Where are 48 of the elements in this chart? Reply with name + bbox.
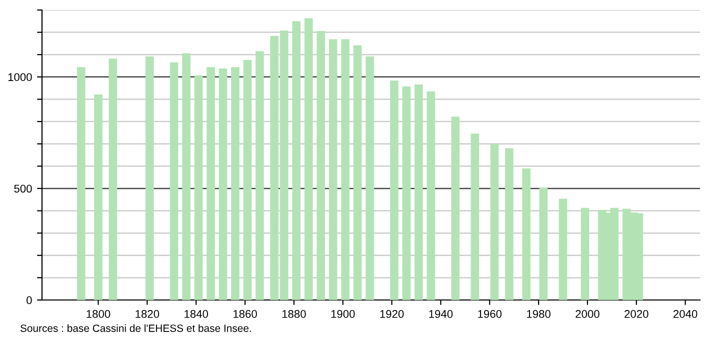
x-tick-label: 1860 bbox=[234, 310, 257, 318]
x-tick-label: 1900 bbox=[331, 310, 355, 318]
x-tick-label: 2040 bbox=[674, 310, 698, 318]
bar bbox=[505, 148, 514, 300]
y-tick-label: 1000 bbox=[8, 73, 32, 82]
bar bbox=[390, 80, 398, 300]
x-tick-label: 2000 bbox=[576, 310, 600, 318]
bar bbox=[426, 91, 436, 300]
bar bbox=[76, 67, 86, 300]
bar bbox=[328, 39, 338, 300]
bar bbox=[366, 56, 374, 300]
x-tick-label: 1920 bbox=[380, 310, 404, 318]
bar bbox=[558, 198, 568, 300]
bar bbox=[292, 21, 301, 300]
bar bbox=[94, 94, 102, 300]
source-note: Sources : base Cassini de l'EHESS et base Insee. bbox=[20, 324, 251, 332]
x-tick-label: 2020 bbox=[624, 310, 648, 318]
y-tick-label: 0 bbox=[26, 296, 32, 304]
bar bbox=[243, 60, 252, 300]
y-tick-label: 500 bbox=[14, 184, 32, 193]
bar bbox=[353, 45, 362, 300]
bar bbox=[402, 86, 411, 300]
bar bbox=[304, 18, 313, 300]
bar bbox=[231, 67, 240, 300]
x-tick-label: 1880 bbox=[282, 310, 306, 318]
bar bbox=[539, 188, 548, 300]
bar bbox=[182, 53, 190, 300]
bar bbox=[414, 84, 423, 300]
bar bbox=[218, 68, 228, 300]
x-tick-label: 1840 bbox=[184, 310, 208, 318]
bar bbox=[256, 51, 264, 300]
bar bbox=[580, 208, 590, 300]
x-tick-label: 1940 bbox=[429, 310, 453, 318]
bar bbox=[470, 134, 480, 300]
bar bbox=[170, 62, 178, 300]
bar bbox=[522, 168, 530, 300]
bar bbox=[194, 75, 203, 300]
bar bbox=[145, 56, 154, 300]
bar bbox=[490, 144, 499, 300]
x-tick-label: 1800 bbox=[86, 310, 110, 318]
x-tick-label: 1820 bbox=[136, 310, 160, 318]
bar bbox=[206, 67, 215, 300]
bar bbox=[451, 116, 460, 300]
x-tick-label: 1980 bbox=[527, 310, 550, 318]
bar bbox=[341, 39, 350, 300]
x-tick-label: 1960 bbox=[478, 310, 502, 318]
bar bbox=[316, 30, 326, 300]
bar bbox=[108, 58, 118, 300]
